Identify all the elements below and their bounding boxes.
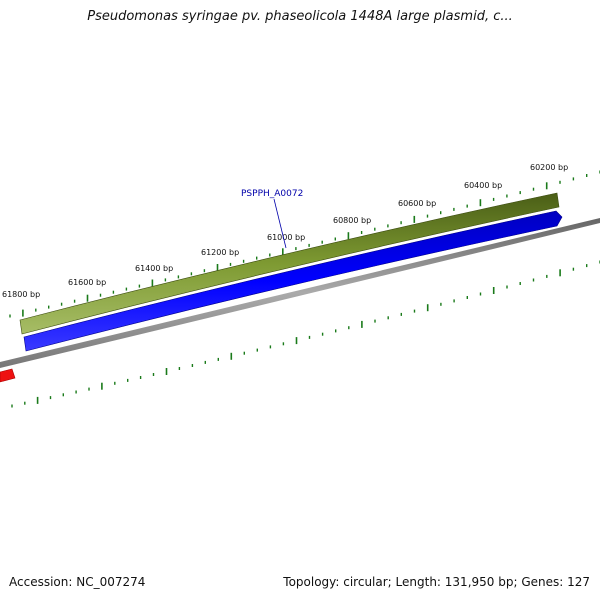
ruler-labels: 60200 bp 60400 bp 60600 bp 60800 bp 61000 bp… [2, 163, 568, 299]
ruler-label: 61400 bp [135, 264, 173, 273]
ruler-label: 61600 bp [68, 278, 106, 287]
gene-label-psph-a0072[interactable]: PSPPH_A0072 [241, 189, 303, 199]
inner-tick-ruler [11, 260, 600, 408]
gene-label-connector [273, 198, 287, 249]
red-gene-feature[interactable] [0, 368, 16, 383]
ruler-label: 60800 bp [333, 216, 371, 225]
ruler-label: 61800 bp [2, 290, 40, 299]
ruler-label: 61000 bp [267, 233, 305, 242]
accession-text: Accession: NC_007274 [9, 575, 146, 589]
plasmid-backbone [0, 218, 600, 368]
ruler-label: 61200 bp [201, 248, 239, 257]
ruler-label: 60400 bp [464, 181, 502, 190]
ruler-label: 60200 bp [530, 163, 568, 172]
blue-gene-feature[interactable] [23, 210, 563, 352]
topology-summary-text: Topology: circular; Length: 131,950 bp; … [283, 575, 590, 589]
ruler-label: 60600 bp [398, 199, 436, 208]
map-title: Pseudomonas syringae pv. phaseolicola 14… [87, 9, 513, 24]
outer-tick-ruler [9, 170, 600, 318]
gene-psph-a0072-feature[interactable] [19, 192, 560, 335]
